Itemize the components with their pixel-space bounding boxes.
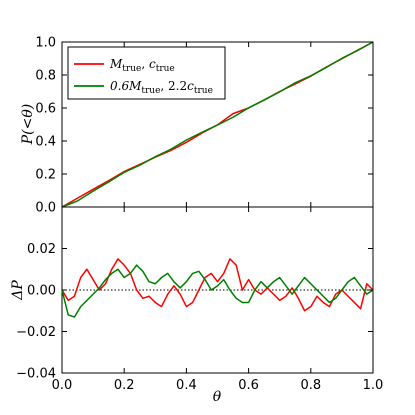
- legend-entry-red: Mtrue, ctrue: [109, 57, 175, 74]
- bottom-curves: [61, 258, 374, 318]
- top-series-green-line: [61, 41, 374, 208]
- top-x-ticks: [61, 42, 374, 207]
- bottom-x-tick-label: 1.0: [363, 378, 384, 393]
- top-y-tick-label: 0.8: [35, 69, 56, 84]
- bottom-panel: −0.04 −0.02 0.00 0.02 0.0 0.2 0.4 0.6 0.8 1.0 ΔP…: [10, 206, 384, 405]
- top-curves: [61, 41, 374, 208]
- top-y-tick-label: 0.0: [35, 201, 56, 216]
- bottom-x-ticks: 0.0 0.2 0.4 0.6 0.8 1.0: [52, 207, 384, 393]
- top-y-tick-label: 0.2: [35, 168, 56, 183]
- legend-entry-green: 0.6Mtrue, 2.2ctrue: [110, 79, 213, 96]
- top-y-axis-label: P(<θ): [20, 104, 36, 146]
- bottom-y-tick-label: 0.02: [27, 242, 56, 257]
- legend-entry-red-sub: true: [122, 64, 141, 74]
- legend-entry-red-main2: c: [149, 57, 156, 71]
- legend-entry-green-sep: , 2.2: [160, 79, 187, 93]
- legend-entry-green-sub: true: [141, 86, 160, 96]
- bottom-x-tick-label: 0.8: [300, 378, 321, 393]
- bottom-y-tick-label: −0.04: [16, 367, 56, 382]
- legend: Mtrue, ctrue 0.6Mtrue, 2.2ctrue: [67, 46, 226, 100]
- bottom-x-axis-label: θ: [213, 389, 222, 405]
- legend-entry-red-sep: ,: [141, 57, 149, 71]
- bottom-x-tick-label: 0.4: [176, 378, 197, 393]
- bottom-y-axis-label: ΔP: [10, 280, 26, 301]
- top-y-ticks: 0.0 0.2 0.4 0.6 0.8 1.0: [35, 36, 373, 216]
- legend-entry-green-sub2: true: [194, 86, 213, 96]
- bottom-y-tick-label: −0.02: [16, 325, 56, 340]
- legend-entry-green-main2: c: [187, 79, 194, 93]
- bottom-x-tick-label: 0.0: [52, 378, 73, 393]
- bottom-series-green-line: [61, 264, 374, 318]
- top-y-tick-label: 1.0: [35, 36, 56, 51]
- legend-entry-red-main: M: [109, 57, 123, 71]
- legend-box: [67, 46, 226, 100]
- bottom-x-tick-label: 0.6: [238, 378, 259, 393]
- top-panel: 0.00.20.40.60.81.0 P(<θ) Mtrue, ctrue 0.…: [20, 36, 374, 216]
- bottom-x-tick-label: 0.2: [114, 378, 135, 393]
- top-y-tick-label: 0.4: [35, 135, 56, 150]
- legend-entry-green-main: 0.6M: [110, 79, 142, 93]
- legend-entry-red-sub2: true: [156, 64, 175, 74]
- top-y-tick-label: 0.6: [35, 102, 56, 117]
- bottom-series-red-line: [61, 258, 374, 312]
- bottom-y-ticks: −0.04 −0.02 0.00 0.02: [16, 242, 373, 382]
- bottom-y-tick-label: 0.00: [27, 284, 56, 299]
